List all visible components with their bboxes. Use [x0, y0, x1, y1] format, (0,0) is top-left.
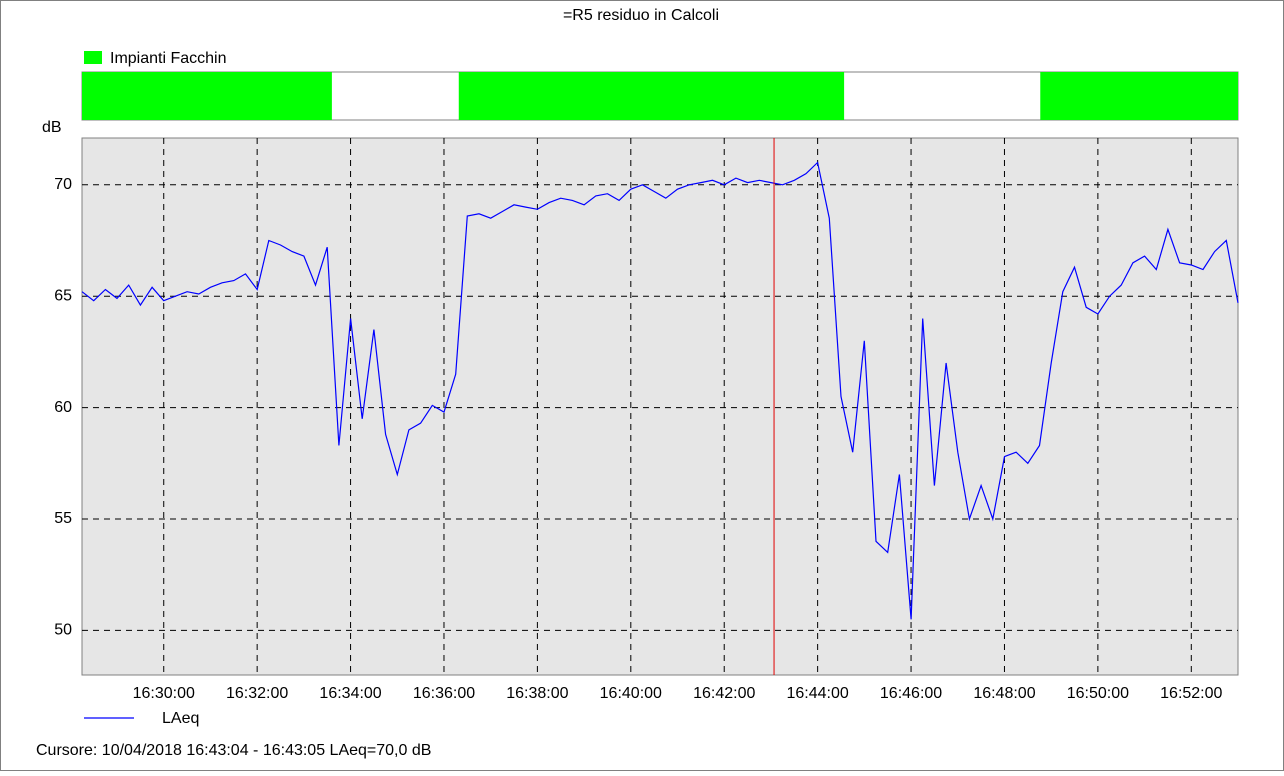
band-legend-label: Impianti Facchin	[110, 50, 227, 67]
plot-area	[81, 137, 1239, 676]
x-tick-label: 16:44:00	[786, 685, 848, 702]
y-tick-label: 60	[54, 399, 72, 416]
x-tick-label: 16:48:00	[973, 685, 1035, 702]
x-tick-label: 16:52:00	[1160, 685, 1222, 702]
x-tick-label: 16:38:00	[506, 685, 568, 702]
x-tick-label: 16:32:00	[226, 685, 288, 702]
x-tick-label: 16:34:00	[319, 685, 381, 702]
y-tick-label: 55	[54, 510, 72, 527]
band-segment	[458, 72, 845, 120]
x-tick-label: 16:30:00	[133, 685, 195, 702]
x-tick-label: 16:46:00	[880, 685, 942, 702]
data-line	[81, 161, 1239, 620]
x-tick-label: 16:36:00	[413, 685, 475, 702]
band-segment	[82, 72, 332, 120]
y-axis-label: dB	[42, 119, 62, 136]
y-tick-label: 50	[54, 622, 72, 639]
legend-label: LAeq	[162, 710, 199, 727]
x-tick-label: 16:42:00	[693, 685, 755, 702]
x-tick-label: 16:50:00	[1067, 685, 1129, 702]
chart-title: =R5 residuo in Calcoli	[563, 7, 719, 24]
band-segment	[1040, 72, 1238, 120]
cursor-text: Cursore: 10/04/2018 16:43:04 - 16:43:05 …	[36, 742, 431, 759]
band-legend-swatch	[84, 51, 102, 64]
x-tick-label: 16:40:00	[600, 685, 662, 702]
y-tick-label: 65	[54, 287, 72, 304]
y-tick-label: 70	[54, 176, 72, 193]
